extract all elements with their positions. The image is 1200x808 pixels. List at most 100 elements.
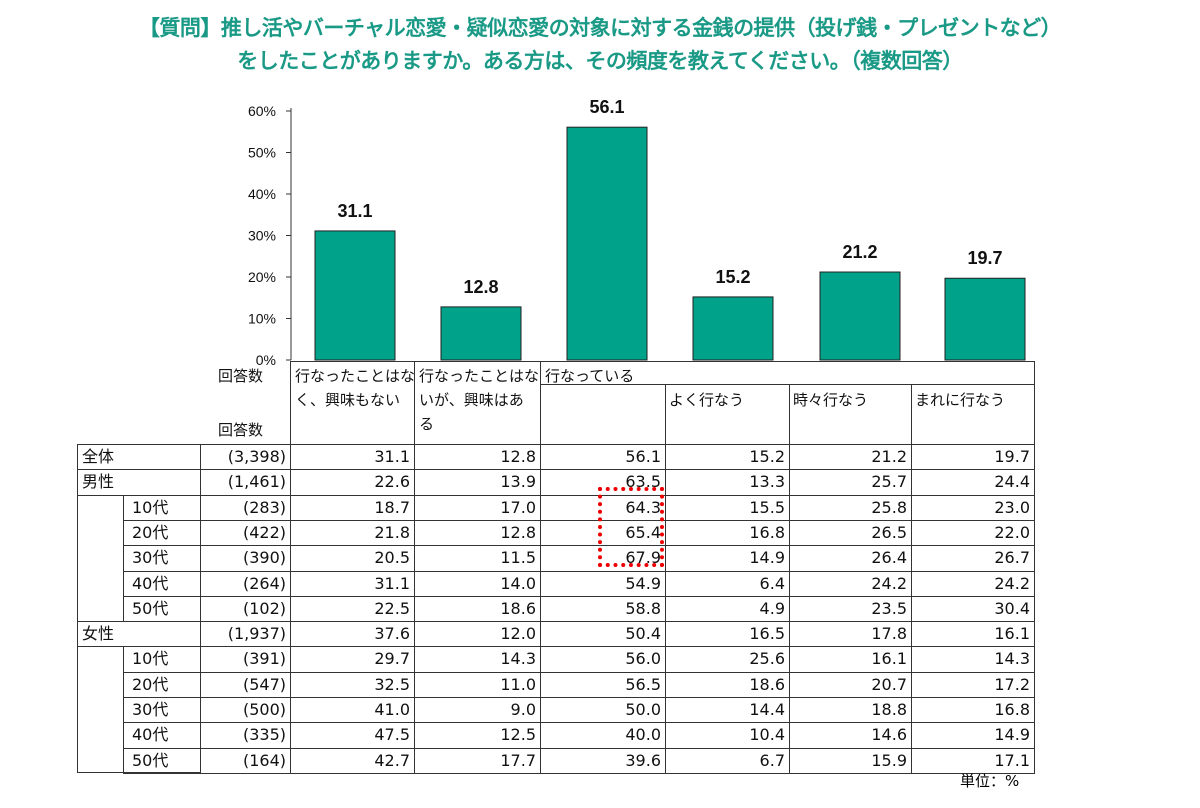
row-respondents: (390) — [200, 545, 291, 572]
row-value: 24.2 — [911, 571, 1035, 597]
row-age-label: 40代 — [123, 722, 201, 749]
row-value: 12.8 — [414, 520, 541, 546]
row-value: 16.1 — [911, 621, 1035, 647]
row-value: 14.3 — [414, 646, 541, 673]
row-value: 58.8 — [540, 596, 666, 622]
row-respondents: (102) — [200, 596, 291, 622]
row-respondents: (1,461) — [200, 469, 291, 496]
row-age-label: 10代 — [123, 495, 201, 521]
row-value: 39.6 — [540, 748, 666, 774]
row-value: 23.0 — [911, 495, 1035, 521]
row-group-label: 女性 — [77, 621, 201, 647]
row-respondents: (264) — [200, 571, 291, 597]
row-respondents: (164) — [200, 748, 291, 774]
question-title-line2: をしたことがありますか。ある方は、その頻度を教えてください。（複数回答） — [237, 49, 963, 73]
row-value: 15.2 — [665, 444, 790, 470]
row-value: 31.1 — [290, 444, 415, 470]
y-tick-label: 60% — [248, 103, 276, 119]
row-value: 30.4 — [911, 596, 1035, 622]
row-value: 32.5 — [290, 672, 415, 698]
bar-value-label: 12.8 — [463, 277, 498, 297]
row-respondents: (1,937) — [200, 621, 291, 647]
row-value: 10.4 — [665, 722, 790, 749]
y-tick-label: 30% — [248, 228, 276, 244]
row-respondents: (335) — [200, 722, 291, 749]
row-value: 24.2 — [789, 571, 912, 597]
bar-value-label: 21.2 — [842, 242, 877, 262]
row-value: 50.0 — [540, 697, 666, 723]
header-col-doing-total — [540, 384, 666, 445]
row-value: 17.0 — [414, 495, 541, 521]
row-group-label: 全体 — [77, 444, 201, 470]
row-respondents: (391) — [200, 646, 291, 673]
row-value: 17.1 — [911, 748, 1035, 774]
unit-label: 単位：% — [960, 772, 1020, 790]
row-value: 26.7 — [911, 545, 1035, 572]
header-text: 行なったことはな — [419, 367, 540, 385]
bar — [944, 277, 1026, 361]
row-value: 25.6 — [665, 646, 790, 673]
row-value: 21.2 — [789, 444, 912, 470]
row-value: 16.1 — [789, 646, 912, 673]
row-value: 14.0 — [414, 571, 541, 597]
bar — [692, 296, 774, 361]
row-value: 11.0 — [414, 672, 541, 698]
y-tick-label: 20% — [248, 269, 276, 285]
row-value: 17.8 — [789, 621, 912, 647]
row-value: 19.7 — [911, 444, 1035, 470]
row-value: 40.0 — [540, 722, 666, 749]
row-respondents: (547) — [200, 672, 291, 698]
row-value: 54.9 — [540, 571, 666, 597]
row-value: 42.7 — [290, 748, 415, 774]
row-value: 18.6 — [414, 596, 541, 622]
row-value: 16.8 — [911, 697, 1035, 723]
row-value: 12.8 — [414, 444, 541, 470]
row-value: 11.5 — [414, 545, 541, 572]
row-value: 17.2 — [911, 672, 1035, 698]
row-value: 15.5 — [665, 495, 790, 521]
bar-value-label: 31.1 — [337, 201, 372, 221]
bar — [819, 271, 901, 361]
row-value: 17.7 — [414, 748, 541, 774]
row-value: 20.5 — [290, 545, 415, 572]
row-group-label: 男性 — [77, 469, 201, 496]
row-respondents: (283) — [200, 495, 291, 521]
row-value: 18.7 — [290, 495, 415, 521]
table-left-border — [77, 444, 78, 773]
row-value: 26.5 — [789, 520, 912, 546]
row-value: 15.9 — [789, 748, 912, 774]
row-value: 26.4 — [789, 545, 912, 572]
highlight-box — [598, 487, 664, 567]
row-age-label: 30代 — [123, 545, 201, 572]
row-value: 25.8 — [789, 495, 912, 521]
row-age-label: 30代 — [123, 697, 201, 723]
row-value: 14.3 — [911, 646, 1035, 673]
row-value: 6.4 — [665, 571, 790, 597]
y-tick-label: 0% — [256, 352, 276, 368]
row-age-label: 50代 — [123, 748, 201, 774]
table-bottom-border — [77, 772, 200, 773]
header-text: 時々行なう — [793, 391, 869, 409]
bar-value-label: 19.7 — [967, 248, 1002, 268]
row-value: 47.5 — [290, 722, 415, 749]
bar-value-label: 56.1 — [589, 97, 624, 117]
row-value: 31.1 — [290, 571, 415, 597]
row-value: 22.0 — [911, 520, 1035, 546]
row-age-label: 10代 — [123, 646, 201, 673]
row-age-label: 50代 — [123, 596, 201, 622]
row-value: 9.0 — [414, 697, 541, 723]
row-value: 14.6 — [789, 722, 912, 749]
row-value: 41.0 — [290, 697, 415, 723]
header-text: 行なったことはな — [295, 367, 416, 385]
y-tick-label: 40% — [248, 186, 276, 202]
n-header-top: 回答数 — [218, 367, 264, 385]
row-age-label: 20代 — [123, 672, 201, 698]
y-tick-label: 50% — [248, 145, 276, 161]
row-value: 18.8 — [789, 697, 912, 723]
row-value: 37.6 — [290, 621, 415, 647]
header-text: まれに行なう — [915, 391, 1006, 409]
row-value: 16.5 — [665, 621, 790, 647]
row-age-label: 40代 — [123, 571, 201, 597]
bar-chart: 0% 10% 20% 30% 40% 50% 60% 31.1 12.8 56.1 15.2 21.2… — [248, 97, 1026, 368]
